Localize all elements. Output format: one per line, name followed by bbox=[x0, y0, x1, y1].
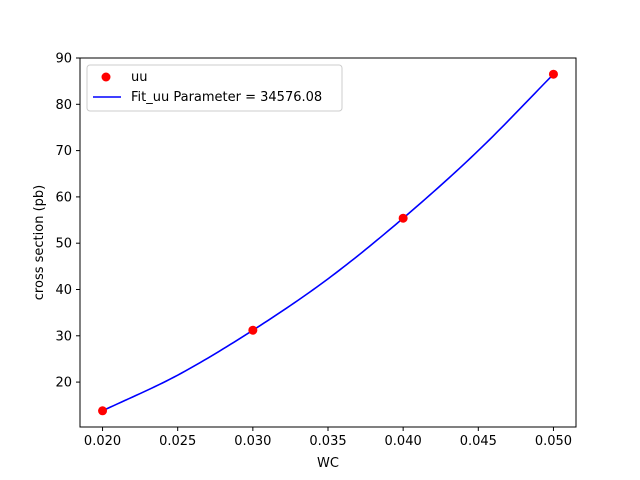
y-tick-label: 20 bbox=[55, 376, 72, 391]
scatter-point bbox=[548, 69, 558, 79]
x-tick-label: 0.025 bbox=[159, 434, 196, 449]
y-tick-label: 40 bbox=[55, 283, 72, 298]
y-tick-label: 30 bbox=[55, 329, 72, 344]
legend-marker-uu bbox=[101, 72, 111, 82]
fit-line bbox=[102, 73, 555, 412]
x-tick-label: 0.035 bbox=[309, 434, 346, 449]
legend-box bbox=[86, 64, 343, 112]
legend: uu Fit_uu Parameter = 34576.08 bbox=[86, 64, 343, 112]
x-tick-label: 0.045 bbox=[460, 434, 497, 449]
scatter-point bbox=[98, 406, 108, 416]
scatter-point bbox=[248, 325, 258, 335]
scatter-point bbox=[398, 213, 408, 223]
axis-ticks: 0.020 0.025 0.030 0.035 0.040 0.045 0.050 20 30 4… bbox=[55, 52, 572, 450]
x-tick-label: 0.040 bbox=[385, 434, 422, 449]
x-axis-label: WC bbox=[317, 456, 339, 471]
y-tick-label: 60 bbox=[55, 190, 72, 205]
x-tick-label: 0.020 bbox=[84, 434, 121, 449]
y-tick-label: 50 bbox=[55, 237, 72, 252]
data-marks bbox=[98, 69, 558, 416]
y-axis-label: cross section (pb) bbox=[32, 185, 47, 300]
legend-label-uu: uu bbox=[131, 70, 147, 85]
y-tick-label: 80 bbox=[55, 98, 72, 113]
y-tick-label: 90 bbox=[55, 52, 72, 67]
x-tick-label: 0.030 bbox=[234, 434, 271, 449]
legend-label-fit: Fit_uu Parameter = 34576.08 bbox=[131, 90, 322, 105]
y-tick-label: 70 bbox=[55, 144, 72, 159]
x-tick-label: 0.050 bbox=[535, 434, 572, 449]
